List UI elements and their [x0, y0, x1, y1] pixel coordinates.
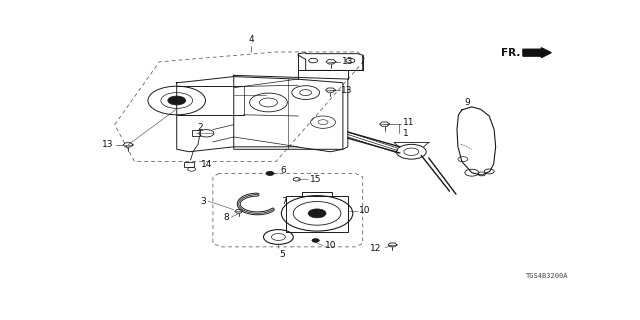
Text: 1: 1 — [403, 129, 409, 138]
Circle shape — [168, 96, 186, 105]
Text: FR.: FR. — [500, 48, 520, 58]
Circle shape — [308, 209, 326, 218]
Text: 4: 4 — [248, 35, 254, 44]
Text: 7: 7 — [281, 197, 287, 206]
Text: 13: 13 — [342, 57, 353, 66]
Circle shape — [266, 172, 274, 175]
Text: 10: 10 — [359, 206, 371, 215]
Text: 11: 11 — [403, 118, 414, 127]
Text: 12: 12 — [370, 244, 381, 253]
Polygon shape — [523, 48, 551, 58]
Text: 6: 6 — [280, 166, 285, 175]
Text: 8: 8 — [223, 213, 229, 222]
Text: 9: 9 — [465, 98, 470, 108]
Text: 13: 13 — [102, 140, 114, 149]
Text: 5: 5 — [280, 250, 285, 259]
Text: 14: 14 — [200, 160, 212, 169]
Text: 13: 13 — [341, 86, 353, 95]
Text: 10: 10 — [324, 241, 336, 250]
Circle shape — [312, 239, 319, 242]
Text: 2: 2 — [198, 124, 204, 132]
Text: 15: 15 — [310, 175, 321, 184]
Text: 3: 3 — [201, 196, 207, 205]
Text: TGS4B3200A: TGS4B3200A — [526, 273, 568, 279]
